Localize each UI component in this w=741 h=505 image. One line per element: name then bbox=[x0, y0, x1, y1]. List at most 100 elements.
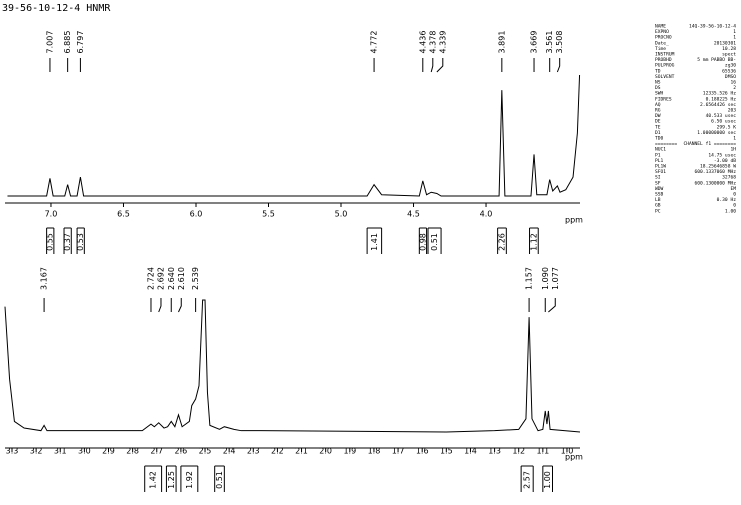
param-value: 2 bbox=[733, 85, 736, 91]
integral-label: 1.12 bbox=[529, 233, 538, 251]
param-key: TD0 bbox=[655, 136, 664, 142]
param-value: 203 bbox=[728, 108, 737, 114]
peak-label: 1.090 bbox=[541, 267, 550, 290]
peak-connector bbox=[430, 58, 434, 73]
param-key: Time bbox=[655, 46, 666, 52]
x-tick-label: 3.3 bbox=[6, 447, 19, 456]
param-value: 1 bbox=[733, 29, 736, 35]
peak-label: 4.436 bbox=[418, 31, 427, 54]
x-tick-label: 6.5 bbox=[117, 210, 130, 219]
peak-label: 7.007 bbox=[45, 31, 54, 54]
param-key: GB bbox=[655, 203, 661, 209]
peak-label: 6.797 bbox=[76, 31, 85, 54]
peak-label: 2.539 bbox=[191, 267, 200, 290]
page-title: 39-56-10-12-4 HNMR bbox=[2, 3, 111, 14]
param-key: EXPNO bbox=[655, 29, 669, 35]
x-tick-label: 2.2 bbox=[271, 447, 284, 456]
peak-connector bbox=[436, 58, 444, 73]
param-value: 40.533 usec bbox=[706, 113, 737, 119]
param-key: FIDRES bbox=[655, 96, 672, 102]
param-key: PROCNO bbox=[655, 35, 672, 41]
x-tick-label: 3.2 bbox=[30, 447, 43, 456]
x-tick-label: 6.0 bbox=[190, 210, 203, 219]
param-value: zg30 bbox=[725, 63, 736, 69]
param-value: spect bbox=[722, 52, 736, 58]
peak-label: 3.561 bbox=[545, 31, 554, 54]
x-tick-label: 2.6 bbox=[175, 447, 188, 456]
peak-label: 4.339 bbox=[438, 31, 447, 54]
integral-label: 0.98 bbox=[418, 233, 427, 251]
integral-label: 1.92 bbox=[185, 471, 194, 489]
param-value: 0.30 Hz bbox=[717, 197, 737, 203]
param-value: 65536 bbox=[722, 68, 736, 74]
x-tick-label: 1.0 bbox=[561, 447, 574, 456]
param-key: INSTRUM bbox=[655, 52, 675, 58]
param-key: PROBHD bbox=[655, 57, 672, 63]
peak-label: 4.378 bbox=[428, 31, 437, 54]
x-tick-label: 2.1 bbox=[295, 447, 308, 456]
param-value: 0 bbox=[733, 203, 736, 209]
param-key: DS bbox=[655, 85, 661, 91]
param-key: TD bbox=[655, 68, 661, 74]
param-key: DE bbox=[655, 119, 661, 125]
param-key: WDW bbox=[655, 186, 664, 192]
x-tick-label: 1.6 bbox=[416, 447, 429, 456]
param-key: NAME bbox=[655, 24, 666, 30]
peak-label: 6.885 bbox=[63, 31, 72, 54]
param-value: 16 bbox=[730, 80, 736, 86]
param-key: DW bbox=[655, 113, 661, 119]
x-tick-label: 4.0 bbox=[480, 210, 493, 219]
param-value: 600.1337060 MHz bbox=[695, 169, 737, 175]
integral-label: 2.57 bbox=[523, 471, 532, 489]
param-value: CHANNEL f1 ======== bbox=[683, 141, 736, 147]
peak-label: 3.891 bbox=[497, 31, 506, 54]
x-tick-label: 2.9 bbox=[102, 447, 115, 456]
param-value: 0 bbox=[733, 192, 736, 198]
param-key: RG bbox=[655, 108, 661, 114]
integral-label: 0.51 bbox=[215, 471, 224, 489]
x-tick-label: 3.0 bbox=[78, 447, 91, 456]
x-tick-label: 1.9 bbox=[343, 447, 356, 456]
param-key: SFO1 bbox=[655, 169, 666, 175]
param-key: LB bbox=[655, 197, 661, 203]
param-key: TE bbox=[655, 124, 661, 130]
param-value: 6.50 usec bbox=[711, 119, 736, 125]
integral-label: 1.25 bbox=[167, 471, 176, 489]
param-key: P1 bbox=[655, 152, 661, 158]
peak-label: 3.508 bbox=[555, 31, 564, 54]
peak-label: 2.692 bbox=[156, 267, 165, 290]
peak-connector bbox=[556, 58, 561, 73]
param-value: 600.1300000 MHz bbox=[695, 180, 737, 186]
integral-label: 1.42 bbox=[149, 471, 158, 489]
integral-label: 0.51 bbox=[430, 233, 439, 251]
param-key: Date_ bbox=[655, 40, 669, 46]
integral-label: 1.41 bbox=[370, 233, 379, 251]
param-value: 1H bbox=[730, 147, 736, 153]
peak-connector bbox=[548, 298, 556, 313]
param-value: -3.00 dB bbox=[714, 158, 736, 164]
param-value: DMSO bbox=[725, 74, 736, 80]
param-value: 1 bbox=[733, 136, 736, 142]
x-tick-label: 2.4 bbox=[223, 447, 236, 456]
param-key: AQ bbox=[655, 102, 661, 108]
peak-label: 4.772 bbox=[370, 31, 379, 54]
spectrum-line bbox=[7, 75, 581, 197]
param-value: 14Q-39-56-10-12-4 bbox=[689, 24, 736, 30]
peak-label: 3.167 bbox=[40, 267, 49, 290]
x-tick-label: 2.3 bbox=[247, 447, 260, 456]
param-key: SSB bbox=[655, 192, 664, 198]
x-axis-label: ppm bbox=[565, 453, 583, 462]
integral-label: 2.26 bbox=[497, 233, 506, 251]
param-value: EM bbox=[730, 186, 736, 192]
param-key: NUC1 bbox=[655, 147, 666, 153]
peak-label: 2.640 bbox=[167, 267, 176, 290]
x-tick-label: 1.7 bbox=[392, 447, 405, 456]
spectrum-line bbox=[4, 299, 581, 433]
param-value: 299.5 K bbox=[717, 124, 737, 130]
param-value: 1.00 bbox=[725, 208, 736, 214]
x-tick-label: 1.2 bbox=[512, 447, 525, 456]
x-tick-label: 1.1 bbox=[536, 447, 549, 456]
param-value: 12335.526 Hz bbox=[703, 91, 736, 97]
integral-label: 0.55 bbox=[46, 233, 55, 251]
